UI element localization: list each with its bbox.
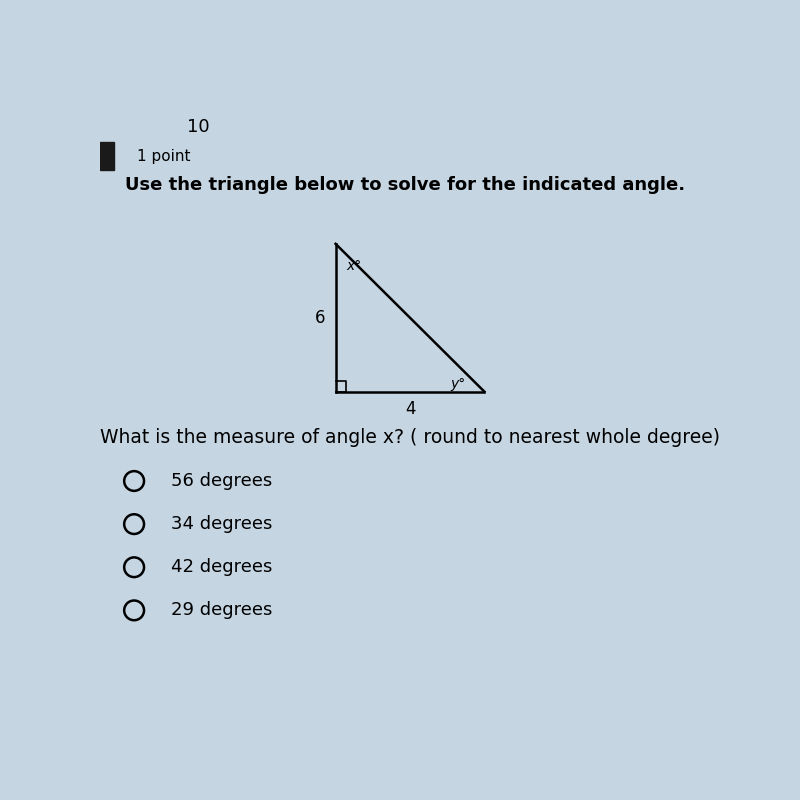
Text: 1 point: 1 point [138, 149, 190, 164]
Text: 4: 4 [405, 400, 415, 418]
Text: y°: y° [450, 378, 466, 391]
Text: 42 degrees: 42 degrees [171, 558, 273, 576]
Text: What is the measure of angle x? ( round to nearest whole degree): What is the measure of angle x? ( round … [100, 428, 720, 447]
Text: 29 degrees: 29 degrees [171, 602, 273, 619]
Text: x°: x° [346, 259, 362, 274]
Text: Use the triangle below to solve for the indicated angle.: Use the triangle below to solve for the … [125, 176, 685, 194]
Text: 6: 6 [315, 309, 326, 326]
Text: 34 degrees: 34 degrees [171, 515, 273, 533]
Text: 56 degrees: 56 degrees [171, 472, 273, 490]
Text: 10: 10 [187, 118, 210, 135]
FancyBboxPatch shape [100, 142, 114, 170]
